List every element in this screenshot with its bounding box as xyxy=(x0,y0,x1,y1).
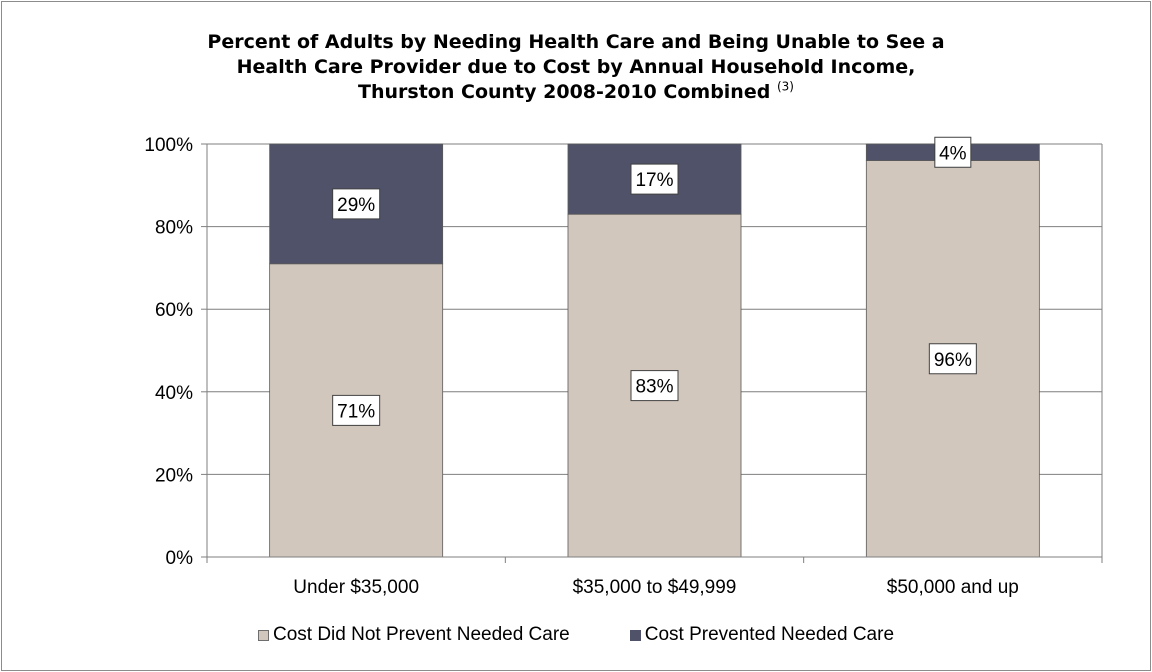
chart-title: Percent of Adults by Needing Health Care… xyxy=(0,30,1152,105)
data-label-box xyxy=(934,136,972,168)
data-label-box xyxy=(332,394,381,426)
data-label: 29% xyxy=(337,195,375,216)
y-tick-label: 0% xyxy=(166,548,194,569)
y-tick-label: 20% xyxy=(155,465,193,486)
legend-swatch-prevented xyxy=(629,629,641,641)
x-tick-label: $35,000 to $49,999 xyxy=(573,577,737,598)
chart-legend: Cost Did Not Prevent Needed Care Cost Pr… xyxy=(0,623,1152,647)
y-tick-label: 40% xyxy=(155,383,193,404)
chart-title-footnote: (3) xyxy=(776,79,794,94)
data-label-box xyxy=(630,163,679,195)
data-label: 17% xyxy=(635,170,673,191)
chart-title-line-3-text: Thurston County 2008-2010 Combined xyxy=(358,81,771,103)
data-label: 4% xyxy=(939,143,967,164)
x-tick-label: $50,000 and up xyxy=(887,577,1019,598)
y-tick-label: 100% xyxy=(144,135,193,156)
chart-plot: 0% 20% 40% 60% 80% 100% Under $35,000 $35,000 t… xyxy=(144,135,1103,598)
data-label-box xyxy=(928,343,977,375)
chart-title-line-3: Thurston County 2008-2010 Combined (3) xyxy=(0,80,1152,105)
chart-title-line-1: Percent of Adults by Needing Health Care… xyxy=(207,31,945,53)
data-label-box xyxy=(630,370,679,402)
legend-label-not-prevented: Cost Did Not Prevent Needed Care xyxy=(272,624,570,645)
legend-label-prevented: Cost Prevented Needed Care xyxy=(644,624,895,645)
data-label: 83% xyxy=(635,377,673,398)
data-label: 96% xyxy=(934,350,972,371)
legend-swatch-not-prevented xyxy=(257,629,269,641)
legend-item-not-prevented: Cost Did Not Prevent Needed Care xyxy=(257,624,570,646)
chart-title-line-2: Health Care Provider due to Cost by Annu… xyxy=(236,56,916,78)
x-tick-label: Under $35,000 xyxy=(293,577,419,598)
y-tick-label: 80% xyxy=(155,218,193,239)
data-label-box xyxy=(332,188,381,220)
legend-item-prevented: Cost Prevented Needed Care xyxy=(629,624,895,646)
y-tick-label: 60% xyxy=(155,300,193,321)
data-label: 71% xyxy=(337,401,375,422)
